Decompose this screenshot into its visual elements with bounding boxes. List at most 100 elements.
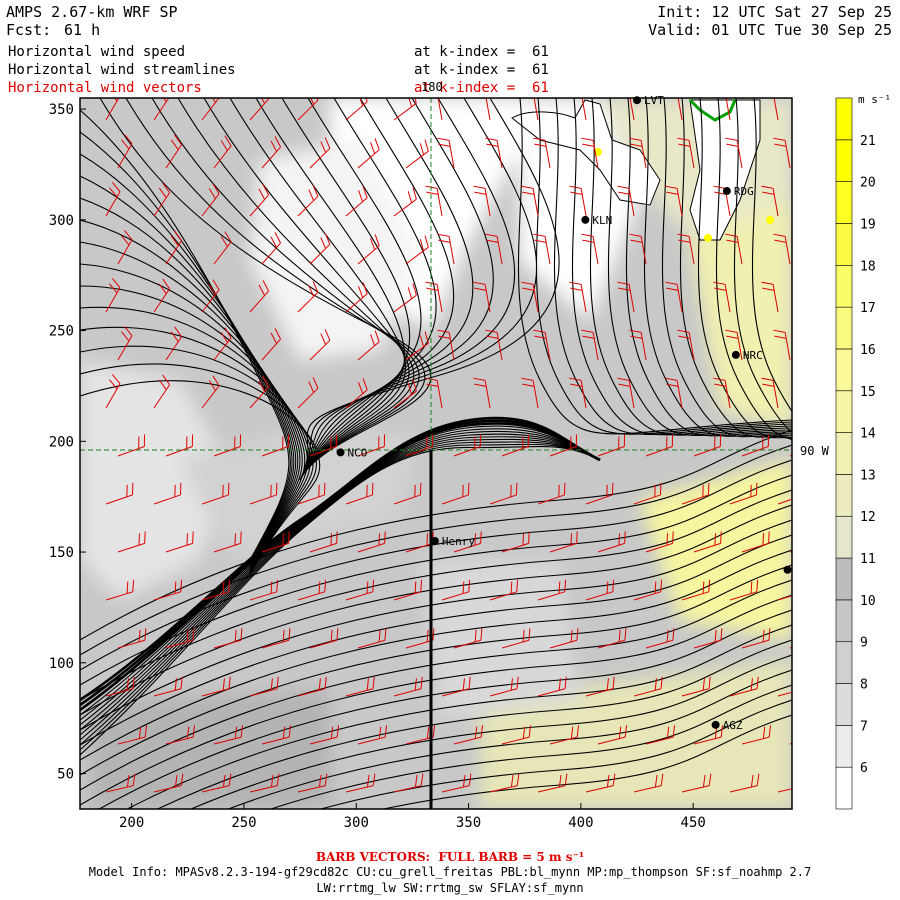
wind-barb (784, 236, 791, 265)
station-label: RDG (734, 185, 754, 198)
y-tick-label: 100 (49, 656, 74, 672)
wind-barb-flag (212, 98, 216, 103)
wind-barb-flag (480, 725, 484, 738)
wind-barb (489, 494, 517, 505)
wind-barb (357, 639, 386, 649)
wind-barb-flag (516, 676, 519, 689)
wind-barb (261, 242, 281, 265)
wind-barb-flag (665, 377, 678, 381)
wind-barb (453, 639, 482, 649)
wind-barb-flag (174, 775, 178, 788)
wind-barb-flag (362, 378, 368, 390)
wind-barb (585, 785, 614, 793)
wind-barb (345, 197, 368, 217)
colorbar-swatch (835, 599, 853, 643)
wind-barb-flag (144, 531, 146, 544)
wind-barb-flag (228, 676, 231, 689)
wind-barb-flag (761, 90, 773, 92)
wind-barb-flag (112, 86, 120, 95)
wind-barb-flag (665, 281, 678, 285)
wind-barb (153, 785, 182, 793)
streamline (715, 98, 792, 442)
wind-barb-flag (320, 141, 327, 153)
wind-barb-flag (378, 726, 382, 739)
wind-barb-flag (725, 329, 738, 333)
wind-barb-flag (308, 381, 315, 393)
wind-barb (597, 446, 625, 457)
wind-barb-flag (374, 138, 380, 150)
wind-barb-flag (473, 90, 485, 92)
wind-barb (117, 639, 146, 649)
wind-barb-flag (324, 579, 327, 592)
wind-speed-shading (80, 98, 792, 809)
streamline (229, 98, 407, 481)
wind-barb-flag (726, 239, 739, 243)
streamline (126, 624, 792, 809)
wind-barb (532, 380, 539, 409)
wind-barb (549, 639, 578, 649)
colorbar-swatch (835, 557, 853, 601)
wind-barb-flag (672, 531, 674, 544)
wind-barb-flag (218, 98, 219, 99)
wind-barb (645, 639, 674, 649)
wind-barb (640, 140, 647, 169)
colorbar: 6 7 8 9 10 11 12 13 14 15 16 17 18 19 20 21 (835, 97, 876, 810)
wind-barb (393, 591, 421, 601)
streamline (80, 197, 297, 565)
wind-barb (105, 98, 120, 121)
wind-barb-flag (474, 287, 487, 291)
wind-barb (789, 550, 792, 553)
wind-barb (789, 646, 792, 649)
wind-barb-flag (174, 230, 183, 242)
wind-barb (345, 293, 368, 313)
wind-barb-flag (407, 191, 413, 203)
wind-barb-flag (485, 329, 498, 333)
colorbar-label: 11 (860, 552, 876, 567)
wind-barb-flag (366, 775, 370, 788)
wind-barb-flag (799, 775, 801, 787)
wind-barb-flag (138, 629, 141, 642)
wind-barb (633, 494, 661, 505)
wind-barb-flag (330, 533, 333, 546)
streamline (80, 428, 601, 721)
wind-barb (640, 236, 647, 265)
wind-barb (201, 494, 229, 505)
wind-barb (405, 446, 433, 457)
wind-barb-flag (132, 773, 136, 786)
wind-barb-flag (162, 374, 171, 386)
wind-barb-flag (274, 136, 282, 148)
wind-barb (261, 338, 281, 361)
wind-barb (201, 98, 220, 121)
wind-barb (393, 390, 417, 409)
wind-barb (772, 284, 779, 313)
colorbar-swatch (835, 766, 853, 810)
wind-barb-flag (660, 579, 663, 592)
wind-barb-flag (270, 678, 273, 691)
wind-barb-flag (420, 579, 423, 592)
wind-barb (628, 188, 635, 217)
wind-barb-flag (480, 531, 482, 544)
streamline (299, 98, 537, 481)
wind-barb-flag (521, 281, 534, 285)
streamline (80, 263, 303, 568)
wind-barb (453, 736, 482, 745)
wind-barb-flag (208, 284, 216, 295)
wind-barb (309, 339, 331, 361)
wind-barb-flag (761, 185, 774, 189)
wind-barb (729, 591, 757, 601)
wind-barb-flag (533, 137, 546, 141)
wind-barb-flag (750, 678, 753, 691)
wind-barb-flag (473, 377, 486, 381)
wind-barb-flag (713, 90, 725, 92)
wind-barb (777, 498, 792, 505)
wind-barb (736, 236, 743, 265)
wind-barb-flag (288, 725, 292, 738)
streamline (80, 241, 301, 567)
x-tick-label: 200 (119, 815, 144, 831)
y-tick-label: 200 (49, 434, 74, 450)
wind-barb (729, 785, 758, 793)
station-marker (731, 350, 740, 359)
wind-barb-flag (606, 581, 609, 594)
wind-barb (357, 245, 380, 265)
wind-barb-flag (132, 676, 135, 689)
